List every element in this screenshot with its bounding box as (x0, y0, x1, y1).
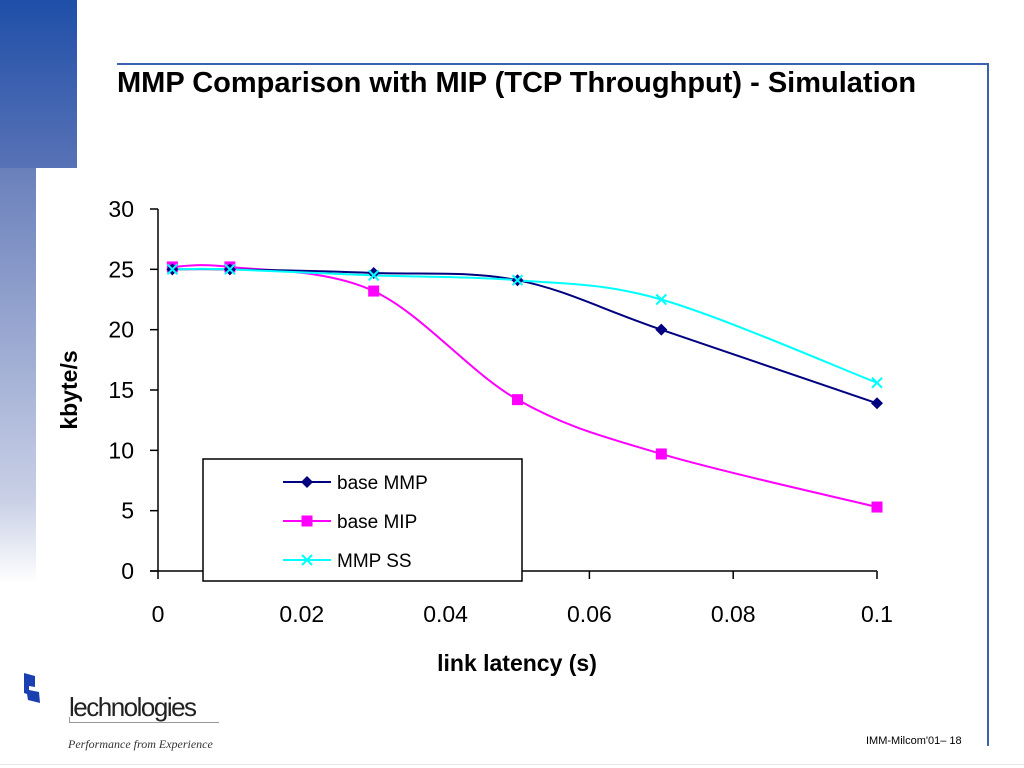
x-tick-label: 0.02 (279, 601, 324, 627)
slide-footer: IMM-Milcom'01– 18 (866, 735, 962, 747)
y-tick-label: 15 (108, 377, 134, 403)
company-logo-icon (22, 673, 42, 703)
x-tick-label: 0.1 (861, 601, 893, 627)
series-line-base-mip (172, 264, 878, 509)
y-axis-title: kbyte/s (56, 350, 82, 429)
x-tick-label: 0.04 (423, 601, 468, 627)
legend-marker (301, 515, 313, 527)
data-point-mmp-ss (367, 269, 380, 282)
legend: base MMP base MIP MMP SS (202, 458, 523, 582)
y-tick-label: 25 (108, 256, 134, 282)
footer-divider (0, 764, 1024, 765)
legend-label: base MIP (337, 512, 417, 533)
data-point-mmp-ss (655, 293, 668, 306)
company-tagline: Performance from Experience (68, 737, 213, 751)
y-tick-label: 0 (121, 558, 134, 584)
data-point-base-mmp (655, 323, 668, 336)
legend-item-base-mip: base MIP (283, 512, 417, 533)
legend-label: base MMP (337, 473, 428, 494)
data-point-mmp-ss (224, 263, 236, 276)
x-tick-label: 0.06 (567, 601, 612, 627)
data-point-mmp-ss (511, 274, 524, 286)
legend-marker (301, 554, 313, 566)
data-point-base-mmp (367, 266, 380, 279)
x-axis-title: link latency (s) (437, 650, 597, 676)
y-tick-label: 5 (121, 498, 134, 524)
legend-box (202, 458, 523, 582)
data-point-base-mmp (871, 397, 883, 410)
frame-right-rule (987, 63, 989, 746)
company-logo-text: lechnologies (69, 692, 197, 722)
data-point-base-mip (655, 448, 667, 460)
series-lines (172, 264, 878, 509)
data-point-base-mip (368, 285, 380, 297)
y-tick-label: 30 (108, 196, 134, 222)
decorative-side-bar-top (0, 0, 77, 168)
slide-title: MMP Comparison with MIP (TCP Throughput)… (117, 67, 917, 99)
series-line-mmp-ss (172, 267, 878, 384)
data-point-mmp-ss (871, 377, 883, 389)
y-tick-label: 10 (108, 437, 134, 463)
x-tick-label: 0 (152, 601, 165, 627)
legend-item-mmp-ss: MMP SS (283, 551, 412, 572)
data-point-base-mip (871, 501, 883, 513)
data-point-base-mip (512, 394, 523, 406)
legend-item-base-mmp: base MMP (283, 473, 428, 494)
y-tick-label: 20 (108, 317, 134, 343)
x-tick-label: 0.08 (711, 601, 756, 627)
logo-rule (69, 717, 70, 723)
logo-rule (69, 722, 219, 723)
decorative-side-bar-bottom (0, 168, 36, 583)
title-rule (117, 63, 989, 65)
data-point-mmp-ss (166, 263, 179, 276)
legend-label: MMP SS (337, 551, 412, 572)
series-line-base-mmp (172, 268, 878, 405)
legend-marker (301, 476, 313, 488)
series-markers (166, 261, 883, 513)
